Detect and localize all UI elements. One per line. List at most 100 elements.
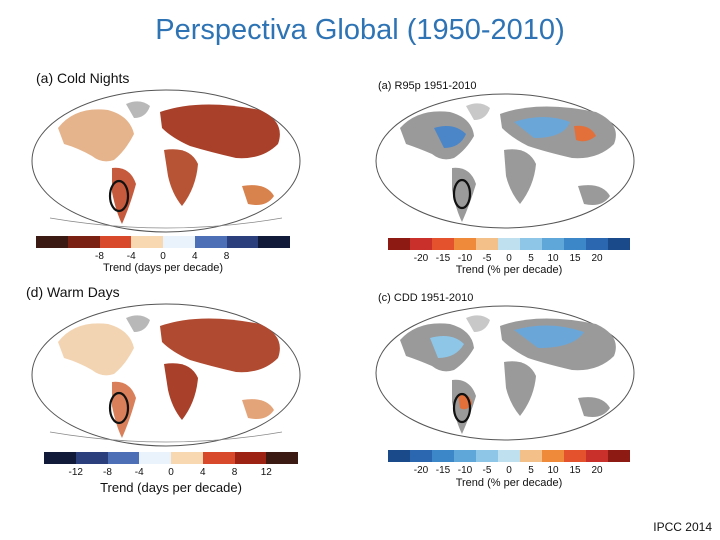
colorbar-swatch: [410, 238, 432, 250]
colorbar-swatch: [454, 238, 476, 250]
colorbar-swatch: [410, 450, 432, 462]
colorbar-swatch: [67, 236, 100, 248]
colorbar-tick: 5: [528, 465, 534, 476]
colorbar-swatch: [498, 238, 520, 250]
colorbar-swatch: [608, 450, 630, 462]
colorbar-tick: 8: [223, 251, 230, 262]
colorbar-swatch: [107, 452, 140, 464]
colorbar-cdd: [388, 450, 630, 462]
colorbar-tick: 12: [260, 467, 272, 478]
north-america-wet-trend: [430, 336, 464, 358]
colorbar-swatch: [171, 452, 203, 464]
colorbar-swatch: [163, 236, 195, 248]
colorbar-swatch: [388, 238, 410, 250]
colorbar-tick: 20: [591, 465, 603, 476]
panel-title-cold-nights: (a) Cold Nights: [36, 70, 130, 86]
colorbar-tick: 4: [191, 251, 198, 262]
colorbar-tick: 0: [506, 465, 512, 476]
colorbar-tick: -5: [482, 465, 492, 476]
colorbar-ticks-warm-days: -12 -8 -4 0 4 8 12: [44, 467, 298, 479]
colorbar-swatch: [432, 238, 454, 250]
colorbar-swatch: [476, 450, 498, 462]
world-map-cdd: [375, 305, 635, 441]
colorbar-tick: 4: [199, 467, 206, 478]
colorbar-tick: -5: [482, 253, 492, 264]
north-america-region: [400, 111, 474, 160]
colorbar-tick: -8: [103, 467, 112, 478]
colorbar-swatch: [476, 238, 498, 250]
colorbar-swatch: [75, 452, 108, 464]
australia-region: [242, 399, 274, 419]
colorbar-tick: 5: [528, 253, 534, 264]
colorbar-tick: 15: [569, 253, 581, 264]
colorbar-swatch: [542, 238, 564, 250]
africa-region: [164, 363, 198, 420]
colorbar-tick: 0: [160, 251, 166, 262]
colorbar-warm-days: [44, 452, 298, 464]
africa-region: [504, 149, 536, 204]
panel-title-r95p: (a) R95p 1951-2010: [378, 80, 477, 92]
colorbar-tick: -15: [435, 465, 451, 476]
north-america-wet-trend: [434, 126, 466, 148]
colorbar-swatch: [454, 450, 476, 462]
colorbar-swatch: [44, 452, 76, 464]
colorbar-swatch: [202, 452, 235, 464]
colorbar-swatch: [234, 452, 267, 464]
eurasia-region: [160, 104, 280, 159]
australia-region: [578, 397, 610, 417]
colorbar-tick: 8: [231, 467, 238, 478]
colorbar-tick: -20: [413, 465, 429, 476]
colorbar-tick: 10: [547, 253, 559, 264]
colorbar-label-cdd: Trend (% per decade): [455, 477, 563, 489]
colorbar-swatch: [586, 238, 608, 250]
colorbar-tick: 10: [547, 465, 559, 476]
colorbar-tick: -10: [457, 465, 473, 476]
colorbar-swatch: [564, 238, 586, 250]
colorbar-swatch: [586, 450, 608, 462]
colorbar-tick: 0: [506, 253, 512, 264]
colorbar-swatch: [520, 450, 542, 462]
colorbar-tick: -20: [413, 253, 429, 264]
highlight-circle: [108, 179, 130, 213]
colorbar-r95p: [388, 238, 630, 250]
colorbar-tick: 20: [591, 253, 603, 264]
colorbar-swatch: [36, 236, 68, 248]
colorbar-swatch: [388, 450, 410, 462]
colorbar-label-cold-nights: Trend (days per decade): [102, 262, 224, 274]
australia-region: [242, 185, 274, 205]
world-map-cold-nights: [31, 89, 301, 233]
greenland-region: [126, 315, 150, 332]
eurasia-wet-trend: [514, 117, 570, 138]
world-map-r95p: [375, 93, 635, 229]
eurasia-region: [160, 318, 280, 373]
colorbar-tick: -10: [457, 253, 473, 264]
highlight-circle: [452, 392, 472, 424]
colorbar-swatch: [520, 238, 542, 250]
greenland-region: [126, 101, 150, 118]
colorbar-swatch: [498, 450, 520, 462]
source-credit: IPCC 2014: [653, 520, 712, 534]
colorbar-swatch: [226, 236, 259, 248]
colorbar-tick: -8: [95, 251, 104, 262]
colorbar-tick: -12: [68, 467, 83, 478]
colorbar-label-r95p: Trend (% per decade): [455, 264, 563, 276]
panel-title-cdd: (c) CDD 1951-2010: [378, 292, 474, 304]
colorbar-swatch: [194, 236, 227, 248]
colorbar-ticks-cold-nights: -8 -4 0 4 8: [36, 251, 290, 263]
colorbar-tick: -4: [134, 467, 144, 478]
colorbar-tick: 0: [168, 467, 174, 478]
colorbar-swatch: [542, 450, 564, 462]
east-asia-dry-trend: [574, 125, 596, 142]
colorbar-tick: -4: [126, 251, 136, 262]
colorbar-cold-nights: [36, 236, 290, 248]
greenland-region: [466, 315, 490, 332]
highlight-circle: [108, 391, 130, 425]
colorbar-swatch: [432, 450, 454, 462]
colorbar-tick: 15: [569, 465, 581, 476]
colorbar-ticks-r95p: -20 -15 -10 -5 0 5 10 15 20: [388, 253, 630, 265]
slide-title: Perspectiva Global (1950-2010): [155, 14, 565, 46]
colorbar-swatch: [131, 236, 163, 248]
world-map-warm-days: [31, 303, 301, 447]
colorbar-swatch: [99, 236, 132, 248]
africa-region: [504, 361, 536, 416]
